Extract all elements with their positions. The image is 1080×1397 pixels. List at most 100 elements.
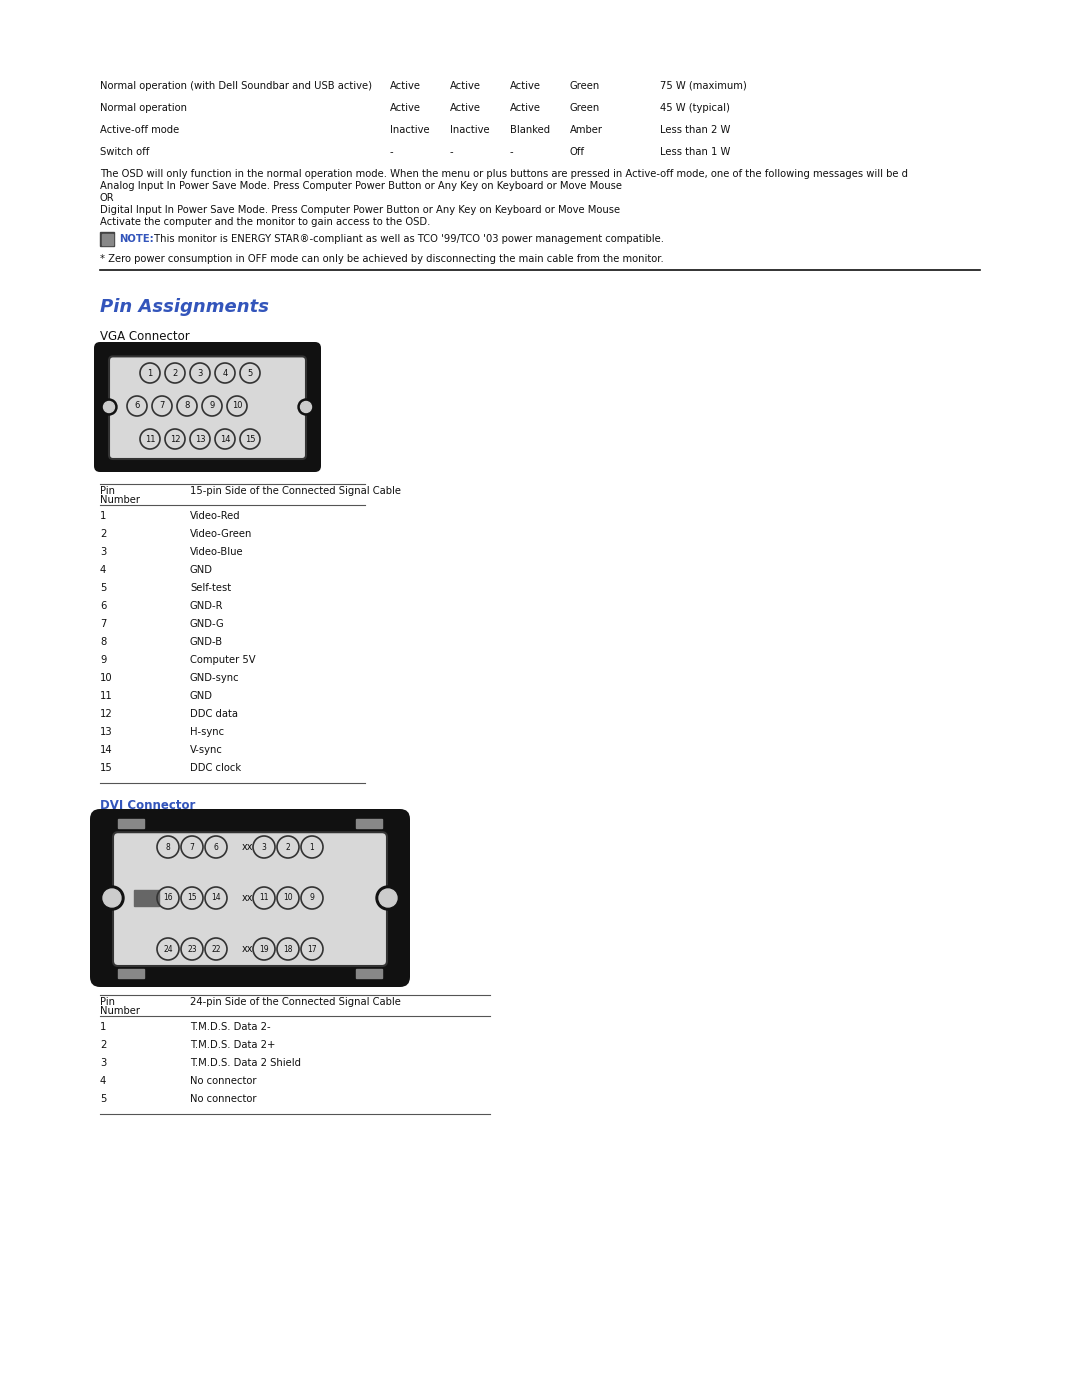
Text: GND-R: GND-R [190,601,224,610]
Text: Less than 1 W: Less than 1 W [660,147,730,156]
Text: Digital Input In Power Save Mode. Press Computer Power Button or Any Key on Keyb: Digital Input In Power Save Mode. Press … [100,205,620,215]
Text: This monitor is ENERGY STAR®-compliant as well as TCO '99/TCO '03 power manageme: This monitor is ENERGY STAR®-compliant a… [151,235,664,244]
Text: 12: 12 [100,710,112,719]
FancyBboxPatch shape [90,809,410,988]
Text: Normal operation (with Dell Soundbar and USB active): Normal operation (with Dell Soundbar and… [100,81,372,91]
Text: 22: 22 [212,944,220,954]
Text: Number: Number [100,495,140,504]
Circle shape [205,887,227,909]
Text: 13: 13 [194,434,205,443]
Text: 19: 19 [259,944,269,954]
Text: No connector: No connector [190,1094,257,1104]
Text: Analog Input In Power Save Mode. Press Computer Power Button or Any Key on Keybo: Analog Input In Power Save Mode. Press C… [100,182,622,191]
Circle shape [157,887,179,909]
Circle shape [205,937,227,960]
FancyBboxPatch shape [94,342,321,472]
Text: VGA Connector: VGA Connector [100,330,190,344]
Text: Active: Active [450,103,481,113]
Text: 18: 18 [283,944,293,954]
Bar [134,890,159,907]
Circle shape [240,429,260,448]
Text: 15: 15 [100,763,112,773]
Circle shape [102,400,117,415]
Text: Active: Active [510,81,541,91]
Text: Normal operation: Normal operation [100,103,187,113]
Text: 5: 5 [100,583,106,592]
Circle shape [140,363,160,383]
Text: Self-test: Self-test [190,583,231,592]
Text: V-sync: V-sync [190,745,222,754]
Text: OR: OR [100,193,114,203]
Circle shape [100,886,124,909]
Circle shape [253,887,275,909]
Circle shape [181,937,203,960]
Bar [356,819,382,828]
Text: Activate the computer and the monitor to gain access to the OSD.: Activate the computer and the monitor to… [100,217,430,226]
Circle shape [276,835,299,858]
Circle shape [240,363,260,383]
Text: 15-pin Side of the Connected Signal Cable: 15-pin Side of the Connected Signal Cabl… [190,486,401,496]
Text: 24: 24 [163,944,173,954]
Text: 5: 5 [247,369,253,377]
Text: Green: Green [570,81,600,91]
Text: 11: 11 [100,692,112,701]
Text: Active: Active [450,81,481,91]
Text: 3: 3 [261,842,267,852]
Circle shape [177,395,197,416]
Text: Inactive: Inactive [390,124,430,136]
Text: 7: 7 [160,401,164,411]
Text: 8: 8 [185,401,190,411]
Bar [100,232,114,246]
Text: 11: 11 [145,434,156,443]
Text: Video-Red: Video-Red [190,511,241,521]
Text: Pin Assignments: Pin Assignments [100,298,269,316]
Text: Off: Off [570,147,585,156]
Text: Video-Blue: Video-Blue [190,548,244,557]
Circle shape [157,937,179,960]
Circle shape [165,429,185,448]
Text: 16: 16 [163,894,173,902]
Text: -: - [450,147,454,156]
Text: 12: 12 [170,434,180,443]
Circle shape [157,835,179,858]
Text: Less than 2 W: Less than 2 W [660,124,730,136]
Text: 14: 14 [219,434,230,443]
Text: 8: 8 [100,637,106,647]
Circle shape [301,887,323,909]
Circle shape [104,401,114,412]
Text: 13: 13 [100,726,112,738]
Circle shape [301,937,323,960]
Text: 2: 2 [285,842,291,852]
Text: 4: 4 [100,1076,106,1085]
Text: Pin: Pin [100,486,114,496]
Text: GND-B: GND-B [190,637,224,647]
Circle shape [152,395,172,416]
Circle shape [300,401,311,412]
Text: 1: 1 [100,511,106,521]
Circle shape [227,395,247,416]
Circle shape [215,429,235,448]
Text: GND: GND [190,564,213,576]
Text: 4: 4 [100,564,106,576]
Circle shape [190,429,210,448]
Text: 15: 15 [245,434,255,443]
FancyBboxPatch shape [113,833,387,965]
Text: Active-off mode: Active-off mode [100,124,179,136]
Text: 8: 8 [165,842,171,852]
Circle shape [215,363,235,383]
Text: 10: 10 [100,673,112,683]
Circle shape [298,400,314,415]
Bar [118,819,144,828]
Text: The OSD will only function in the normal operation mode. When the menu or plus b: The OSD will only function in the normal… [100,169,908,179]
Text: 3: 3 [198,369,203,377]
Text: 6: 6 [214,842,218,852]
Text: GND-G: GND-G [190,619,225,629]
Circle shape [276,887,299,909]
Text: Amber: Amber [570,124,603,136]
Text: xx: xx [242,893,253,902]
Circle shape [190,363,210,383]
Text: 23: 23 [187,944,197,954]
Bar [118,970,144,978]
Text: 1: 1 [147,369,152,377]
Text: xx: xx [242,944,253,954]
